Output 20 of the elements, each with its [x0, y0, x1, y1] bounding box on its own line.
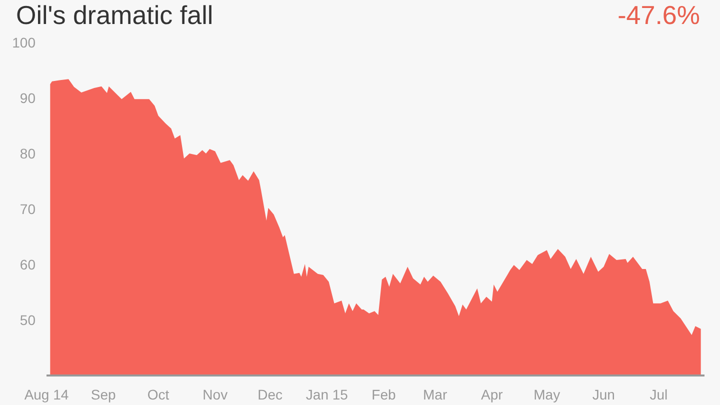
y-tick-label: 60 [20, 256, 36, 272]
x-tick-label: Dec [258, 386, 283, 402]
y-tick-label: 100 [12, 34, 36, 50]
chart-title: Oil's dramatic fall [16, 0, 214, 30]
y-tick-label: 50 [20, 312, 36, 328]
x-tick-label: May [534, 386, 560, 402]
x-tick-label: Jul [650, 386, 668, 402]
text: -47.6% [618, 0, 700, 30]
x-tick-label: Apr [480, 386, 504, 402]
x-tick-label: Oct [147, 386, 170, 402]
x-tick-label: Mar [423, 386, 448, 402]
x-tick-label: Sep [90, 386, 116, 402]
x-tick-label: Feb [372, 386, 396, 402]
y-tick-label: 80 [20, 146, 36, 162]
x-tick-label: Jun [592, 386, 615, 402]
y-tick-label: 90 [20, 90, 36, 106]
x-tick-label: Jan 15 [306, 386, 348, 402]
y-tick-label: 70 [20, 201, 36, 217]
x-tick-label: Nov [202, 386, 228, 402]
x-tick-label: Aug 14 [24, 386, 69, 402]
